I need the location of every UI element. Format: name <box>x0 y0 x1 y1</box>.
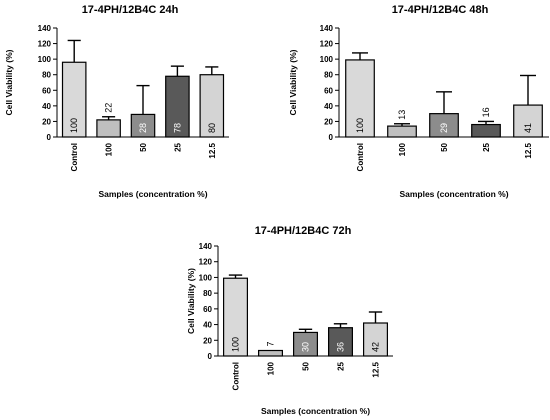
bar-group-25: 78 <box>165 65 190 138</box>
bar-group-25: 36 <box>328 323 354 357</box>
bar-group-50: 29 <box>429 91 459 138</box>
bar <box>345 59 375 138</box>
y-tick-label: 40 <box>42 102 51 111</box>
y-tick-label: 120 <box>199 258 213 267</box>
chart-1: 17-4PH/12B4C 24h 0 20 40 60 80 100 120 140 Cell V… <box>4 4 229 199</box>
x-tick-label: Control <box>70 143 79 171</box>
y-tick-label: 120 <box>320 40 334 49</box>
bar-group-12.5: 42 <box>363 311 389 357</box>
data-label: 36 <box>336 342 346 352</box>
bar-group-50: 30 <box>293 328 319 357</box>
bar-group-100: 13 <box>387 110 417 138</box>
x-tick-label: 100 <box>105 142 114 156</box>
bar <box>61 61 87 138</box>
bar-group-Control: 100 <box>61 39 87 138</box>
x-tick-label: 50 <box>440 142 449 151</box>
y-axis-label: Cell Viability (%) <box>186 268 196 334</box>
bar <box>513 104 543 138</box>
bar <box>223 277 249 357</box>
bar-group-100: 22 <box>96 103 121 138</box>
bar-group-100: 7 <box>258 341 284 357</box>
x-tick-label: Control <box>356 143 365 171</box>
chart-3: 17-4PH/12B4C 72h 0 20 40 60 80 100 120 140 Cell V… <box>186 225 393 416</box>
y-tick-label: 60 <box>42 86 51 95</box>
bar <box>363 322 389 357</box>
x-tick-label: 25 <box>173 142 182 151</box>
x-axis-label: Samples (concentration %) <box>261 406 370 416</box>
bar-group-Control: 100 <box>223 274 249 357</box>
data-label: 42 <box>371 342 381 352</box>
y-tick-label: 140 <box>199 242 213 251</box>
chart-2: 17-4PH/12B4C 48h 0 20 40 60 80 100 120 140 Cell V… <box>288 4 549 199</box>
data-label: 28 <box>138 123 148 133</box>
bar <box>387 125 417 138</box>
data-label: 78 <box>172 123 182 133</box>
bar <box>328 327 354 357</box>
y-tick-label: 60 <box>324 86 333 95</box>
y-tick-label: 0 <box>329 133 334 142</box>
x-tick-label: 100 <box>267 361 276 375</box>
bar-group-25: 16 <box>471 107 501 138</box>
y-axis-label: Cell Viability (%) <box>288 49 298 115</box>
bar <box>471 123 501 138</box>
y-tick-label: 140 <box>38 24 52 33</box>
data-label: 7 <box>266 341 276 346</box>
data-label: 80 <box>207 123 217 133</box>
data-label: 100 <box>231 337 241 352</box>
x-tick-label: 12.5 <box>372 361 381 377</box>
data-label: 100 <box>69 118 79 133</box>
x-tick-label: 100 <box>398 142 407 156</box>
y-tick-label: 100 <box>38 55 52 64</box>
bar-group-50: 28 <box>130 84 156 138</box>
x-tick-label: 50 <box>139 142 148 151</box>
y-tick-label: 0 <box>47 133 52 142</box>
bar <box>258 349 284 357</box>
bar <box>130 113 156 138</box>
chart-title: 17-4PH/12B4C 48h <box>392 4 489 16</box>
bar-group-12.5: 80 <box>199 66 225 138</box>
bar <box>293 331 319 357</box>
data-label: 41 <box>523 123 533 133</box>
y-tick-label: 100 <box>199 273 213 282</box>
y-tick-label: 80 <box>324 71 333 80</box>
y-axis-label: Cell Viability (%) <box>4 49 14 115</box>
y-tick-label: 20 <box>324 117 333 126</box>
y-tick-label: 20 <box>42 117 51 126</box>
y-tick-label: 20 <box>203 336 212 345</box>
bar <box>165 75 190 138</box>
y-tick-label: 80 <box>42 71 51 80</box>
x-axis-label: Samples (concentration %) <box>399 189 508 199</box>
bar <box>96 119 121 138</box>
x-tick-label: 12.5 <box>524 142 533 158</box>
bar <box>199 74 225 138</box>
x-tick-label: 12.5 <box>208 142 217 158</box>
y-tick-label: 40 <box>324 102 333 111</box>
bar <box>429 113 459 138</box>
y-tick-label: 80 <box>203 289 212 298</box>
chart-title: 17-4PH/12B4C 24h <box>82 4 179 16</box>
x-tick-label: 50 <box>302 361 311 370</box>
y-tick-label: 0 <box>208 352 213 361</box>
y-tick-label: 60 <box>203 305 212 314</box>
chart-title: 17-4PH/12B4C 72h <box>255 225 352 237</box>
y-tick-label: 40 <box>203 321 212 330</box>
data-label: 29 <box>439 123 449 133</box>
data-label: 22 <box>104 103 114 113</box>
bar-group-12.5: 41 <box>513 74 543 138</box>
y-tick-label: 140 <box>320 24 334 33</box>
x-axis-label: Samples (concentration %) <box>98 189 207 199</box>
data-label: 13 <box>397 110 407 120</box>
y-tick-label: 120 <box>38 40 52 49</box>
bar-group-Control: 100 <box>345 52 375 138</box>
x-tick-label: 25 <box>482 142 491 151</box>
x-tick-label: Control <box>232 362 241 390</box>
y-tick-label: 100 <box>320 55 334 64</box>
data-label: 30 <box>301 342 311 352</box>
data-label: 100 <box>355 118 365 133</box>
x-tick-label: 25 <box>337 361 346 370</box>
data-label: 16 <box>481 107 491 117</box>
